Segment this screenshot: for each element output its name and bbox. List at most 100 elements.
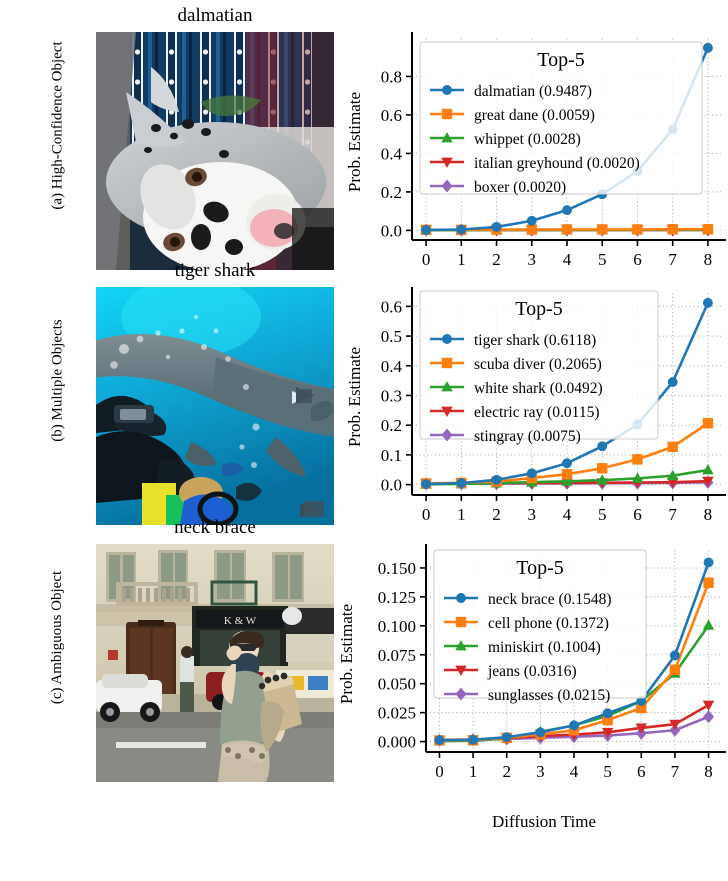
y-tick-label: 0.1 [381,446,402,465]
data-point-marker [702,297,713,308]
x-tick-label: 5 [598,505,607,524]
row-caption-a: (a) High-Confidence Object [44,0,72,250]
data-point-marker [456,593,466,603]
data-point-marker [667,377,678,388]
data-point-marker [702,476,714,488]
legend: Top-5 dalmatian (0.9487) great dane (0.005… [419,41,703,196]
legend-label: cell phone (0.1372) [488,615,609,632]
legend-label: miniskirt (0.1004) [488,639,601,656]
y-axis-label-b: Prob. Estimate [340,287,370,507]
data-point-marker [562,458,572,469]
tiger-shark-photo [96,287,334,525]
data-point-marker [456,478,467,489]
image-panel-a [96,32,334,270]
row-caption-b-text: (b) Multiple Objects [49,318,66,442]
y-axis-label-c-text: Prob. Estimate [337,603,357,705]
y-tick-label: 0.3 [381,386,402,405]
data-point-marker [702,464,714,475]
x-tick-label: 1 [457,250,466,269]
image-title-b: tiger shark [174,260,256,281]
data-point-marker [702,619,715,630]
legend-box [419,41,703,195]
legend-label: dalmatian (0.9487) [474,83,592,100]
data-point-marker [703,710,715,724]
data-point-marker [602,714,613,726]
data-point-marker [597,463,608,474]
data-point-marker [669,719,681,731]
row-caption-b: (b) Multiple Objects [44,255,72,505]
data-point-marker [667,224,678,235]
data-point-marker [703,557,714,568]
data-point-marker [601,727,614,739]
y-axis-label-a: Prob. Estimate [340,32,370,252]
chart-a-svg: 0.0 0.2 0.4 0.6 0.8 0 1 2 3 4 5 6 7 8 Top-5 dalmatian (… [381,32,726,269]
data-point-marker [441,132,453,143]
legend-label: neck brace (0.1548) [488,591,612,608]
y-tick-label: 0.075 [378,646,416,665]
x-tick-label: 8 [704,250,713,269]
data-point-marker [669,664,681,676]
data-point-marker [455,665,467,676]
data-point-marker [562,205,572,216]
data-point-marker [441,108,453,120]
data-point-marker [561,469,573,480]
neck-brace-street-photo: K & W [96,544,334,782]
data-point-marker [667,441,678,453]
data-point-marker [468,734,479,745]
x-tick-label: 4 [570,762,579,781]
x-tick-label: 7 [668,505,677,524]
x-tick-label: 3 [528,250,537,269]
y-axis-label-b-text: Prob. Estimate [345,346,365,448]
x-tick-label: 5 [598,250,607,269]
y-tick-label: 0.125 [378,588,416,607]
y-tick-label: 0.2 [381,183,402,202]
row-caption-a-text: (a) High-Confidence Object [49,40,66,210]
image-panel-c: K & W [96,544,334,782]
data-point-marker [456,224,467,235]
legend: Top-5 tiger shark (0.6118) scuba diver (0.… [419,290,659,445]
y-tick-label: 0.0 [381,476,402,495]
image-title-c: neck brace [174,517,256,538]
x-tick-label: 6 [637,762,646,781]
data-point-marker [561,475,573,486]
data-point-marker [526,215,537,226]
figure-row-c: (c) Ambiguous Object neck brace [0,512,728,881]
y-tick-label: 0.5 [381,327,402,346]
data-point-marker [535,727,546,738]
legend-label: great dane (0.0059) [474,107,595,124]
data-point-marker [703,577,714,588]
legend-label: electric ray (0.0115) [474,404,600,421]
chart-panel-a: 0.0 0.2 0.4 0.6 0.8 0 1 2 3 4 5 6 7 8 Top-5 dalmatian (… [368,28,728,278]
legend-label: white shark (0.0492) [474,380,603,397]
data-point-marker [636,696,647,707]
legend-title: Top-5 [516,557,563,579]
data-point-marker [632,454,643,465]
x-tick-label: 2 [492,250,501,269]
y-tick-label: 0.6 [381,297,402,316]
data-point-marker [421,479,432,489]
data-point-marker [602,708,613,719]
data-point-marker [561,224,573,235]
x-tick-label: 0 [435,762,444,781]
x-tick-label: 2 [492,505,501,524]
x-tick-label: 8 [704,762,713,781]
data-point-marker [636,702,647,714]
dalmatian-photo [96,32,334,270]
data-point-marker [669,650,680,661]
x-tick-label: 1 [457,505,466,524]
legend-label: italian greyhound (0.0020) [474,155,640,172]
y-tick-label: 0.025 [378,704,416,723]
data-point-marker [702,700,715,711]
chart-c-svg: 0.000 0.025 0.050 0.075 0.100 0.125 0.150 0 1 2 3 4… [378,544,726,781]
data-point-marker [441,179,453,193]
y-tick-label: 0.050 [378,675,416,694]
figure-row-a: (a) High-Confidence Object dalmatian [0,0,728,270]
legend-title: Top-5 [515,298,562,320]
x-tick-label: 0 [422,505,431,524]
legend-label: jeans (0.0316) [487,663,577,680]
row-caption-c-text: (c) Ambiguous Object [49,570,66,704]
image-title-a: dalmatian [177,5,253,26]
data-point-marker [455,640,467,651]
data-point-marker [441,406,453,417]
